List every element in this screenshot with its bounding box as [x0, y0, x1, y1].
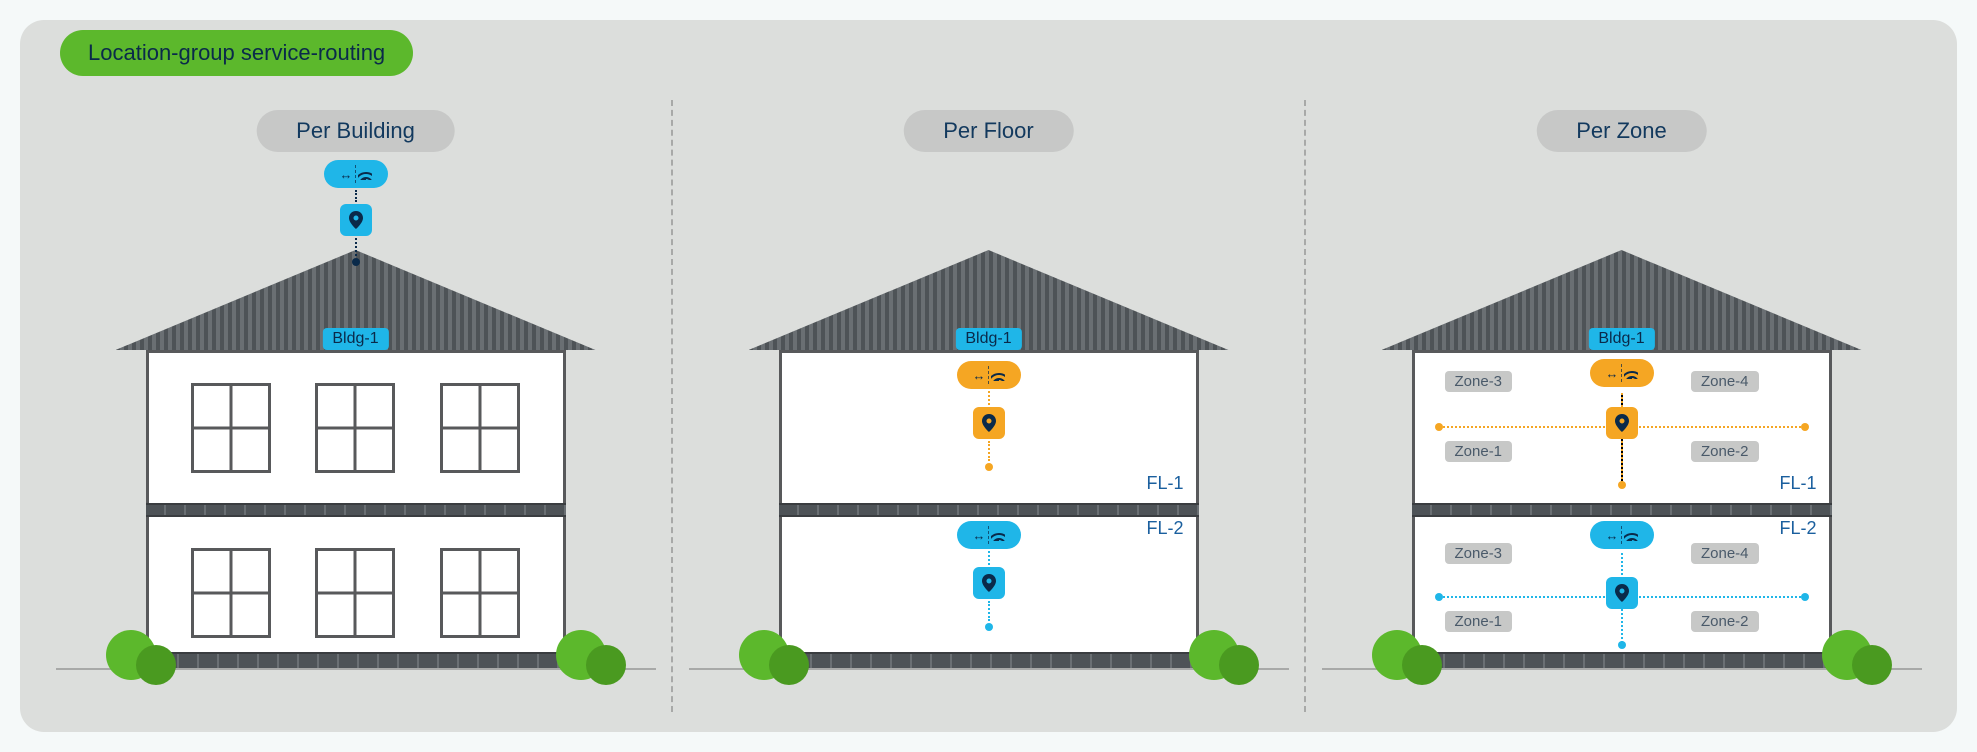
building-body: FL-1 ↔	[779, 350, 1199, 655]
dotted-link	[355, 238, 357, 256]
windows-floor2	[169, 548, 543, 638]
window-icon	[191, 548, 271, 638]
windows-floor1	[169, 383, 543, 473]
transfer-icon: ↔	[1606, 528, 1619, 543]
zone-3-label: Zone-3	[1445, 371, 1513, 392]
zone-4-label: Zone-4	[1691, 371, 1759, 392]
building-body	[146, 350, 566, 655]
transfer-icon: ↔	[973, 368, 986, 383]
endpoint-dot	[352, 258, 360, 266]
sp-pill-icon: ↔	[324, 160, 388, 188]
foundation	[139, 652, 573, 668]
wifi-icon	[991, 369, 1005, 381]
zone-1-label: Zone-1	[1445, 611, 1513, 632]
window-icon	[440, 383, 520, 473]
floor-label-2: FL-2	[1146, 518, 1183, 539]
floor-separator	[779, 503, 1199, 517]
building-1: ↔ Bldg-1	[116, 160, 596, 680]
transfer-icon: ↔	[1606, 366, 1619, 381]
floor-label-1: FL-1	[1779, 473, 1816, 494]
zone-1-label: Zone-1	[1445, 441, 1513, 462]
col-title-building: Per Building	[256, 110, 455, 152]
building-2: Bldg-1 FL-1 ↔	[749, 160, 1229, 680]
window-icon	[315, 383, 395, 473]
zone-2-label: Zone-2	[1691, 611, 1759, 632]
pin-icon	[973, 567, 1005, 599]
endpoint-dot	[1618, 641, 1626, 649]
foundation	[1405, 652, 1839, 668]
floor-separator	[146, 503, 566, 517]
col-title-floor: Per Floor	[903, 110, 1073, 152]
columns-row: Per Building ↔ Bldg	[40, 100, 1937, 712]
diagram-panel: Location-group service-routing Per Build…	[20, 20, 1957, 732]
sp-zone-f1-pin	[1606, 407, 1638, 439]
col-per-zone: Per Zone Bldg-1 FL-1 Zone-3 Zone-4 Zone-…	[1306, 100, 1937, 712]
floor-label-2: FL-2	[1779, 518, 1816, 539]
endpoint-dot	[1618, 481, 1626, 489]
wifi-icon	[991, 529, 1005, 541]
building-3: Bldg-1 FL-1 Zone-3 Zone-4 Zone-1 Zone-2	[1382, 160, 1862, 680]
sp-building: ↔	[324, 160, 388, 266]
col-title-zone: Per Zone	[1536, 110, 1707, 152]
zone-3-label: Zone-3	[1445, 543, 1513, 564]
window-icon	[315, 548, 395, 638]
transfer-icon: ↔	[973, 528, 986, 543]
floor-separator	[1412, 503, 1832, 517]
sp-zone-f1-pill: ↔	[1590, 359, 1654, 387]
sp-floor-2: ↔	[957, 521, 1021, 631]
dotted-link	[355, 190, 357, 202]
foundation	[772, 652, 1206, 668]
wifi-icon	[1624, 529, 1638, 541]
dotted-link	[988, 441, 990, 461]
sp-zone-f2-pin	[1606, 577, 1638, 609]
building-body: FL-1 Zone-3 Zone-4 Zone-1 Zone-2 .col:nt…	[1412, 350, 1832, 655]
wifi-icon	[358, 168, 372, 180]
col-per-floor: Per Floor Bldg-1 FL-1 ↔	[673, 100, 1306, 712]
window-icon	[440, 548, 520, 638]
building-label: Bldg-1	[322, 328, 388, 350]
pin-icon	[340, 204, 372, 236]
endpoint-dot	[985, 623, 993, 631]
zone-2-label: Zone-2	[1691, 441, 1759, 462]
building-label: Bldg-1	[1588, 328, 1654, 350]
zone-4-label: Zone-4	[1691, 543, 1759, 564]
building-label: Bldg-1	[955, 328, 1021, 350]
sp-pill-icon: ↔	[1590, 521, 1654, 549]
sp-zone-f2-pill: ↔	[1590, 521, 1654, 549]
transfer-icon: ↔	[340, 167, 353, 182]
dotted-link	[988, 391, 990, 405]
dotted-link	[988, 601, 990, 621]
col-per-building: Per Building ↔ Bldg	[40, 100, 673, 712]
pin-icon	[973, 407, 1005, 439]
endpoint-dot	[985, 463, 993, 471]
sp-floor-1: ↔	[957, 361, 1021, 471]
sp-pill-icon: ↔	[957, 521, 1021, 549]
sp-pill-icon: ↔	[1590, 359, 1654, 387]
sp-pill-icon: ↔	[957, 361, 1021, 389]
dotted-link	[988, 551, 990, 565]
wifi-icon	[1624, 367, 1638, 379]
diagram-title: Location-group service-routing	[88, 40, 385, 65]
floor-label-1: FL-1	[1146, 473, 1183, 494]
window-icon	[191, 383, 271, 473]
diagram-title-pill: Location-group service-routing	[60, 30, 413, 76]
